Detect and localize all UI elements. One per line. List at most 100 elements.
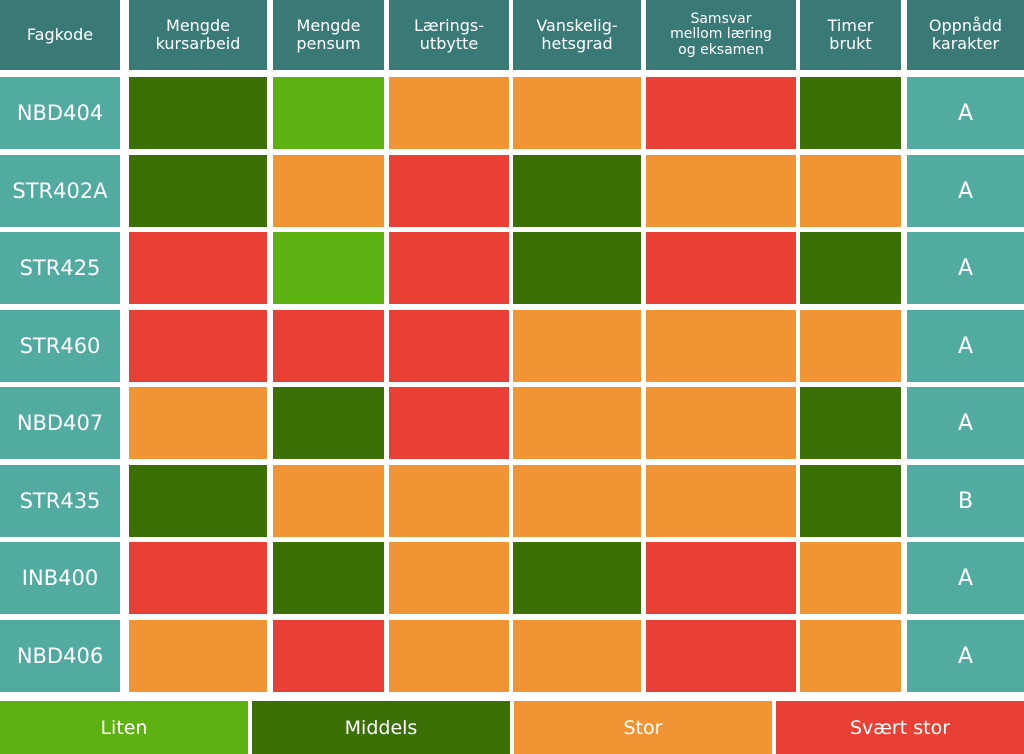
column-header-line: utbytte — [419, 34, 479, 53]
heatmap-cell — [389, 620, 509, 692]
column-header: Fagkode — [0, 0, 120, 70]
heatmap-cell — [513, 310, 641, 382]
column-header-line: Mengde — [166, 15, 230, 35]
column-header-line: kursarbeid — [155, 34, 241, 53]
heatmap-cell — [129, 232, 267, 304]
heatmap-cell — [389, 232, 509, 304]
heatmap-cell — [129, 310, 267, 382]
row-label-fagkode: NBD404 — [0, 77, 120, 149]
heatmap-cell — [646, 465, 796, 537]
column-header-label: Vanskelig-hetsgrad — [536, 15, 618, 54]
column-header-line: pensum — [296, 34, 361, 53]
heatmap-cell — [129, 465, 267, 537]
heatmap-cell — [273, 232, 384, 304]
column-header-label: Fagkode — [26, 24, 94, 44]
heatmap-cell — [646, 620, 796, 692]
heatmap-cell — [273, 155, 384, 227]
legend-entry: Middels — [252, 701, 510, 754]
heatmap-cell — [646, 77, 796, 149]
grade-cell: A — [907, 77, 1024, 149]
row-label-fagkode: STR460 — [0, 310, 120, 382]
heatmap-cell — [646, 232, 796, 304]
heatmap-cell — [800, 232, 901, 304]
row-label-fagkode: INB400 — [0, 542, 120, 614]
column-header: Mengde pensum — [273, 0, 384, 70]
heatmap-cell — [129, 155, 267, 227]
column-header-line: karakter — [931, 34, 1000, 53]
grade-cell: A — [907, 387, 1024, 459]
heatmap-cell — [389, 542, 509, 614]
heatmap-cell — [389, 155, 509, 227]
heatmap-cell — [273, 542, 384, 614]
grade-cell: A — [907, 542, 1024, 614]
heatmap-cell — [389, 77, 509, 149]
legend-entry: Liten — [0, 701, 248, 754]
heatmap-cell — [129, 77, 267, 149]
heatmap-cell — [800, 310, 901, 382]
row-label-fagkode: STR425 — [0, 232, 120, 304]
heatmap-cell — [800, 620, 901, 692]
legend-entry: Svært stor — [776, 701, 1024, 754]
heatmap-cell — [513, 620, 641, 692]
heatmap-cell — [273, 465, 384, 537]
heatmap-cell — [513, 77, 641, 149]
heatmap-cell — [129, 620, 267, 692]
column-header-label: Mengde pensum — [296, 15, 361, 54]
heatmap-cell — [273, 310, 384, 382]
row-label-fagkode: STR435 — [0, 465, 120, 537]
column-header: Samsvar mellom læring og eksamen — [646, 0, 796, 70]
column-header-line: Mengde — [296, 15, 361, 35]
column-header: Lærings-utbytte — [389, 0, 509, 70]
column-header-label: Lærings-utbytte — [413, 15, 485, 54]
heatmap-cell — [513, 232, 641, 304]
column-header: Timer brukt — [800, 0, 901, 70]
column-header-line: brukt — [829, 34, 872, 53]
heatmap-cell — [513, 155, 641, 227]
column-header-line: Vanskelig- — [536, 15, 618, 35]
grade-cell: A — [907, 310, 1024, 382]
heatmap-cell — [273, 620, 384, 692]
heatmap-cell — [800, 77, 901, 149]
heatmap-cell — [800, 542, 901, 614]
column-header-label: Samsvar mellom læring og eksamen — [670, 10, 772, 58]
row-label-fagkode: NBD407 — [0, 387, 120, 459]
row-label-fagkode: NBD406 — [0, 620, 120, 692]
column-header-label: Timer brukt — [827, 15, 874, 54]
grade-cell: A — [907, 155, 1024, 227]
heatmap-cell — [800, 465, 901, 537]
column-header-line: Timer — [827, 15, 874, 35]
grade-cell: A — [907, 232, 1024, 304]
column-header-label: Oppnådd karakter — [928, 15, 1003, 54]
grade-cell: A — [907, 620, 1024, 692]
column-header-line: hetsgrad — [541, 34, 613, 53]
legend-entry: Stor — [514, 701, 772, 754]
heatmap-cell — [513, 542, 641, 614]
heatmap-cell — [646, 310, 796, 382]
heatmap-cell — [273, 387, 384, 459]
heatmap-cell — [273, 77, 384, 149]
heatmap-cell — [513, 465, 641, 537]
column-header-line: og eksamen — [678, 41, 764, 58]
column-header-label: Mengde kursarbeid — [155, 15, 241, 54]
heatmap-cell — [646, 387, 796, 459]
column-header-line: Fagkode — [26, 24, 94, 44]
column-header-line: Oppnådd — [928, 15, 1003, 35]
column-header: Vanskelig-hetsgrad — [513, 0, 641, 70]
heatmap-cell — [389, 387, 509, 459]
heatmap-cell — [129, 542, 267, 614]
heatmap-cell — [800, 155, 901, 227]
row-label-fagkode: STR402A — [0, 155, 120, 227]
column-header: Mengde kursarbeid — [129, 0, 267, 70]
heatmap-cell — [646, 542, 796, 614]
heatmap-cell — [389, 310, 509, 382]
heatmap-cell — [800, 387, 901, 459]
heatmap-cell — [513, 387, 641, 459]
column-header-line: mellom læring — [670, 26, 772, 43]
column-header-line: Samsvar — [690, 10, 752, 27]
heatmap-cell — [646, 155, 796, 227]
heatmap-cell — [389, 465, 509, 537]
grade-cell: B — [907, 465, 1024, 537]
column-header: Oppnådd karakter — [907, 0, 1024, 70]
column-header-line: Lærings- — [413, 15, 485, 35]
